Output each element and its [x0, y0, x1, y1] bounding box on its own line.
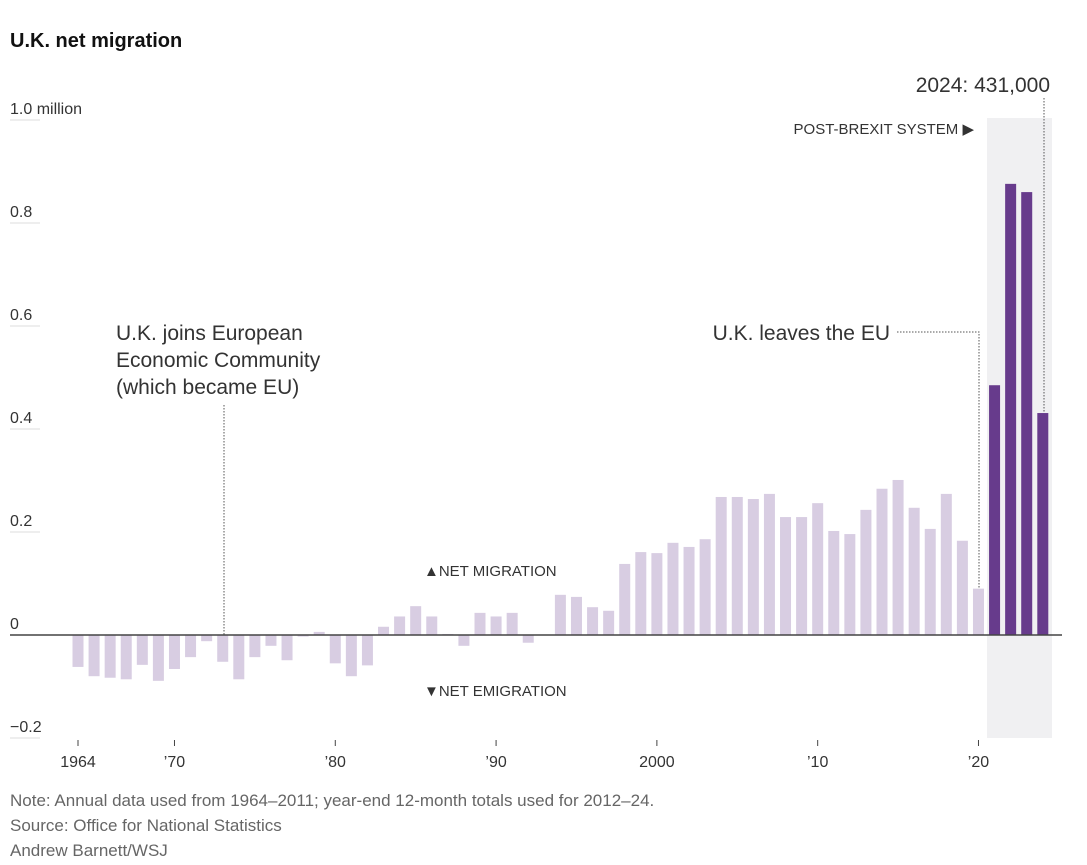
y-tick-label: 0.4 [10, 410, 32, 427]
y-tick-label: 0 [10, 616, 19, 633]
bar-1964 [72, 635, 84, 667]
bar-2001 [667, 542, 679, 635]
bar-2020 [972, 588, 984, 635]
post-brexit-label: POST-BREXIT SYSTEM ▶ [794, 121, 975, 138]
bar-1968 [136, 635, 148, 665]
bar-2007 [763, 493, 775, 635]
source-text: Source: Office for National Statistics [10, 816, 282, 835]
bar-1990 [490, 616, 502, 635]
bar-2019 [956, 540, 968, 635]
bar-1977 [281, 635, 293, 661]
bar-1973 [217, 635, 229, 662]
bar-2005 [731, 496, 743, 635]
bar-1985 [410, 606, 422, 635]
bar-1997 [603, 610, 615, 635]
bar-2008 [780, 517, 792, 635]
bar-1999 [635, 552, 647, 635]
bar-1995 [570, 596, 582, 635]
bar-2015 [892, 479, 904, 635]
bar-1986 [426, 616, 438, 635]
bar-1983 [378, 626, 390, 635]
note-text: Note: Annual data used from 1964–2011; y… [10, 791, 654, 810]
bar-2023 [1021, 192, 1033, 635]
bar-1984 [394, 616, 406, 635]
bar-2006 [747, 499, 759, 635]
bar-1980 [329, 635, 341, 664]
y-tick-label: 0.2 [10, 513, 32, 530]
bar-1966 [104, 635, 116, 678]
bar-2017 [924, 528, 936, 635]
leaves-eu-leader-line [897, 331, 980, 588]
y-tick-label: 1.0 million [10, 101, 82, 118]
bar-2024 [1037, 413, 1049, 635]
net-emigration-label: ▼NET EMIGRATION [424, 683, 567, 700]
x-tick-label: ’80 [325, 754, 346, 771]
bar-2021 [989, 385, 1001, 635]
x-tick-label: ’10 [807, 754, 828, 771]
bar-1971 [185, 635, 197, 658]
bar-1975 [249, 635, 261, 658]
bar-2002 [683, 546, 695, 635]
leaves-eu-annotation: U.K. leaves the EU [713, 322, 890, 345]
x-tick-label: ’70 [164, 754, 185, 771]
bar-2009 [796, 517, 808, 635]
bar-1974 [233, 635, 245, 680]
credit-text: Andrew Barnett/WSJ [10, 841, 168, 860]
x-tick-label: ’90 [485, 754, 506, 771]
bar-2003 [699, 539, 711, 635]
bar-2014 [876, 488, 888, 635]
bar-1972 [201, 635, 213, 642]
bar-1970 [168, 635, 180, 669]
bar-2016 [908, 507, 920, 635]
bar-1982 [361, 635, 373, 666]
bar-2004 [715, 496, 727, 635]
bar-1969 [152, 635, 164, 681]
bar-2011 [828, 530, 840, 635]
chart-title: U.K. net migration [10, 30, 182, 52]
bar-1998 [619, 563, 631, 635]
x-tick-label: 2000 [639, 754, 675, 771]
bar-1989 [474, 612, 486, 635]
bar-2012 [844, 534, 856, 635]
bar-2010 [812, 503, 824, 635]
bar-1979 [313, 631, 325, 635]
x-tick-label: ’20 [968, 754, 989, 771]
bar-1978 [297, 635, 309, 637]
bar-2013 [860, 509, 872, 635]
latest-value-annotation: 2024: 431,000 [916, 74, 1050, 97]
eec-annotation-2: Economic Community [116, 349, 321, 372]
bar-1965 [88, 635, 100, 677]
bar-1988 [458, 635, 470, 646]
y-tick-label: −0.2 [10, 719, 42, 736]
x-tick-label: 1964 [60, 754, 96, 771]
eec-annotation-1: U.K. joins European [116, 322, 303, 345]
bar-1992 [522, 635, 534, 643]
bar-1994 [554, 594, 566, 635]
bar-1991 [506, 612, 518, 635]
y-tick-label: 0.8 [10, 204, 32, 221]
bar-1981 [345, 635, 357, 677]
bar-2018 [940, 493, 952, 635]
bar-2022 [1005, 183, 1017, 636]
bar-2000 [651, 553, 663, 635]
bar-1976 [265, 635, 277, 646]
bar-1967 [120, 635, 132, 680]
net-migration-label: ▲NET MIGRATION [424, 563, 557, 580]
y-tick-label: 0.6 [10, 307, 32, 324]
eec-annotation-3: (which became EU) [116, 376, 299, 399]
bar-1996 [587, 607, 599, 635]
